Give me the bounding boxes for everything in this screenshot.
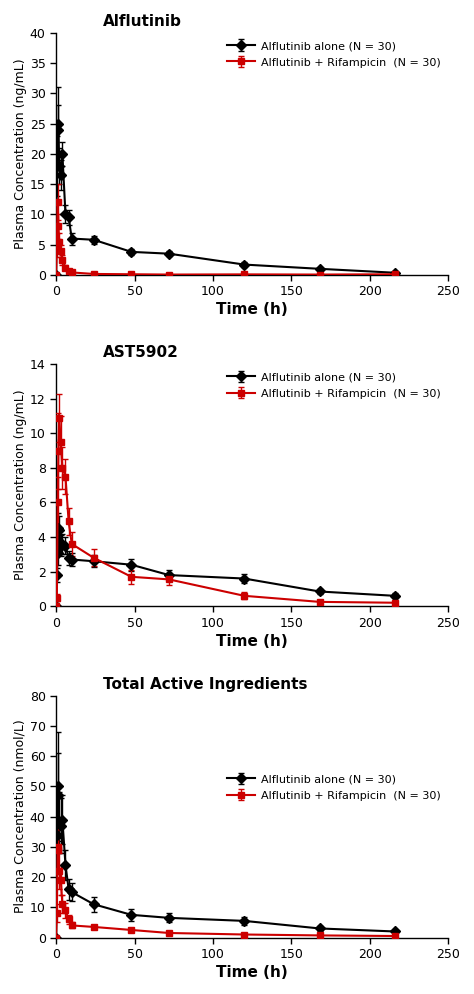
- X-axis label: Time (h): Time (h): [216, 965, 288, 980]
- Y-axis label: Plasma Concentration (ng/mL): Plasma Concentration (ng/mL): [14, 59, 27, 249]
- X-axis label: Time (h): Time (h): [216, 634, 288, 649]
- X-axis label: Time (h): Time (h): [216, 302, 288, 317]
- Legend: Alflutinib alone (N = 30), Alflutinib + Rifampicin  (N = 30): Alflutinib alone (N = 30), Alflutinib + …: [225, 771, 443, 803]
- Legend: Alflutinib alone (N = 30), Alflutinib + Rifampicin  (N = 30): Alflutinib alone (N = 30), Alflutinib + …: [225, 370, 443, 402]
- Y-axis label: Plasma Concentration (nmol/L): Plasma Concentration (nmol/L): [14, 720, 27, 913]
- Y-axis label: Plasma Concentration (ng/mL): Plasma Concentration (ng/mL): [14, 390, 27, 580]
- Text: Alflutinib: Alflutinib: [103, 14, 182, 29]
- Legend: Alflutinib alone (N = 30), Alflutinib + Rifampicin  (N = 30): Alflutinib alone (N = 30), Alflutinib + …: [225, 39, 443, 70]
- Text: Total Active Ingredients: Total Active Ingredients: [103, 677, 308, 692]
- Text: AST5902: AST5902: [103, 345, 179, 360]
